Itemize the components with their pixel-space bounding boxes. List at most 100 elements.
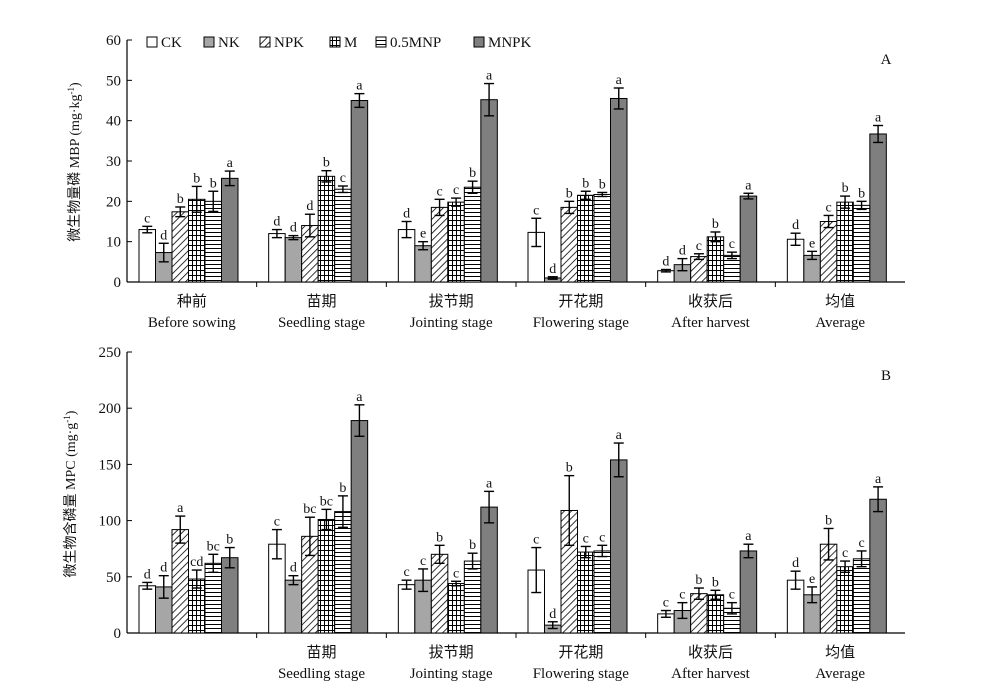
panel-a-significance-label: b [858,186,865,201]
panel-b-y-tick-label: 50 [106,570,121,586]
panel-b-bar-npk [430,553,449,634]
panel-b-significance-label: c [403,565,409,580]
panel-b-bar-mnpk [350,420,369,634]
panel-a-significance-label: b [566,186,573,201]
panel-b-significance-label: c [533,533,539,548]
panel-a-bar-ck [138,229,156,283]
panel-a-bar-npk [430,206,449,283]
panel-a-significance-label: b [210,176,217,191]
panel-b-significance-label: b [566,461,573,476]
panel-b-bar-05mnp [593,550,611,634]
panel-a-y-tick-label: 30 [106,154,121,170]
panel-a-bar-m [447,201,465,283]
panel-b-significance-label: bc [207,539,220,554]
panel-a-significance-label: b [193,171,200,186]
panel-b-significance-label: b [825,513,832,528]
panel-b-significance-label: c [679,588,685,603]
panel-b-bar-m [706,594,725,634]
panel-a-significance-label: c [436,184,442,199]
panel-a-significance-label: c [533,203,539,218]
panel-b-significance-label: c [663,596,669,611]
panel-a-y-axis-label: 微生物量磷 MBP (mg·kg-1) [66,82,83,242]
panel-a-significance-label: b [469,166,476,181]
panel-a-significance-label: d [662,254,669,269]
panel-b-bar-mnpk [869,498,887,634]
panel-a-significance-label: d [549,262,556,277]
panel-a-bar-05mnp [852,204,871,283]
panel-b-y-tick-label: 0 [114,626,122,642]
panel-b-label: B [881,368,891,384]
panel-b-bar-mnpk [221,557,239,634]
panel-a-significance-label: b [177,192,184,207]
panel-b-y-axis-label-sup: -1 [62,415,72,423]
legend-label-npk: NPK [274,35,304,51]
panel-a-significance-label: d [160,228,167,243]
panel-a-significance-label: d [403,207,410,222]
panel-a-significance-label: c [729,237,735,252]
panel-b-significance-label: a [745,529,752,544]
panel-a-y-tick-label: 0 [114,275,122,291]
panel-b-significance-label: a [356,390,363,405]
panel-a-category-label-cn: 收获后 [688,293,733,310]
panel-b-bar-npk [171,529,189,634]
panel-b-significance-label: d [290,561,297,576]
legend-swatch-ck [146,36,158,48]
panel-b-category-label-cn: 苗期 [306,644,336,661]
legend-swatch-mnpk [473,36,485,48]
panel-a-bar-05mnp [593,193,611,283]
panel-b-category-label-en: Average [815,666,865,682]
panel-b-y-tick-label: 100 [99,514,122,530]
panel-b-significance-label: c [453,566,459,581]
panel-a-significance-label: d [306,199,313,214]
panel-a-significance-label: a [616,73,623,88]
panel-a-bar-nk [284,237,303,283]
panel-a-bar-05mnp [334,188,352,283]
panel-b-y-tick-label: 200 [99,401,122,417]
panel-a-significance-label: c [825,200,831,215]
panel-b-category-label-en: Jointing stage [410,666,493,682]
panel-a-significance-label: a [745,178,752,193]
panel-b-y-tick-label: 250 [99,345,122,361]
panel-a-significance-label: c [144,211,150,226]
legend-label-05mnp: 0.5MNP [390,35,441,51]
panel-a-category-label-en: After harvest [671,315,751,331]
panel-a-significance-label: b [582,176,589,191]
panel-b-significance-label: b [226,533,233,548]
panel-b-category-label-cn: 收获后 [688,644,733,661]
panel-a-category-label-cn: 开花期 [558,293,603,310]
panel-a-category-label-en: Seedling stage [278,315,365,331]
panel-a-y-tick-label: 40 [106,114,121,130]
legend-swatch-nk [203,36,215,48]
panel-b-significance-label: b [712,575,719,590]
panel-a-y-axis-label-main: 微生物量磷 MBP (mg·kg [67,94,83,241]
panel-a-bar-mnpk [869,133,887,283]
panel-b-significance-label: d [160,561,167,576]
panel-b-bar-m [577,551,595,634]
panel-b-bar-mnpk [739,550,758,634]
panel-a-significance-label: d [679,244,686,259]
panel-a-bar-m [706,236,725,283]
panel-a-category-label-cn: 种前 [177,293,207,310]
panel-a-category-label-cn: 拔节期 [429,293,474,310]
panel-a-y-axis-label-sup: -1 [66,87,76,95]
panel-a-significance-label: a [875,111,882,126]
panel-b-significance-label: b [339,481,346,496]
panel-b-significance-label: c [599,530,605,545]
panel-a-significance-label: b [842,181,849,196]
panel-b-significance-label: a [486,476,493,491]
panel-b-bar-m [447,583,465,634]
panel-b-category-label-cn: 均值 [825,644,855,661]
panel-a-significance-label: a [486,69,493,84]
panel-b-y-axis-label-end: ) [64,410,79,415]
panel-b-significance-label: cd [190,555,203,570]
legend: CK NK NPK M 0.5MNP MNPK [146,35,532,51]
panel-b-bar-mnpk [480,506,498,634]
panel-b-category-label-cn: 拔节期 [429,644,474,661]
panel-a-significance-label: c [453,183,459,198]
panel-a-y-tick-label: 50 [106,73,121,89]
legend-label-mnpk: MNPK [488,35,532,51]
panel-a-y-tick-label: 20 [106,194,121,210]
